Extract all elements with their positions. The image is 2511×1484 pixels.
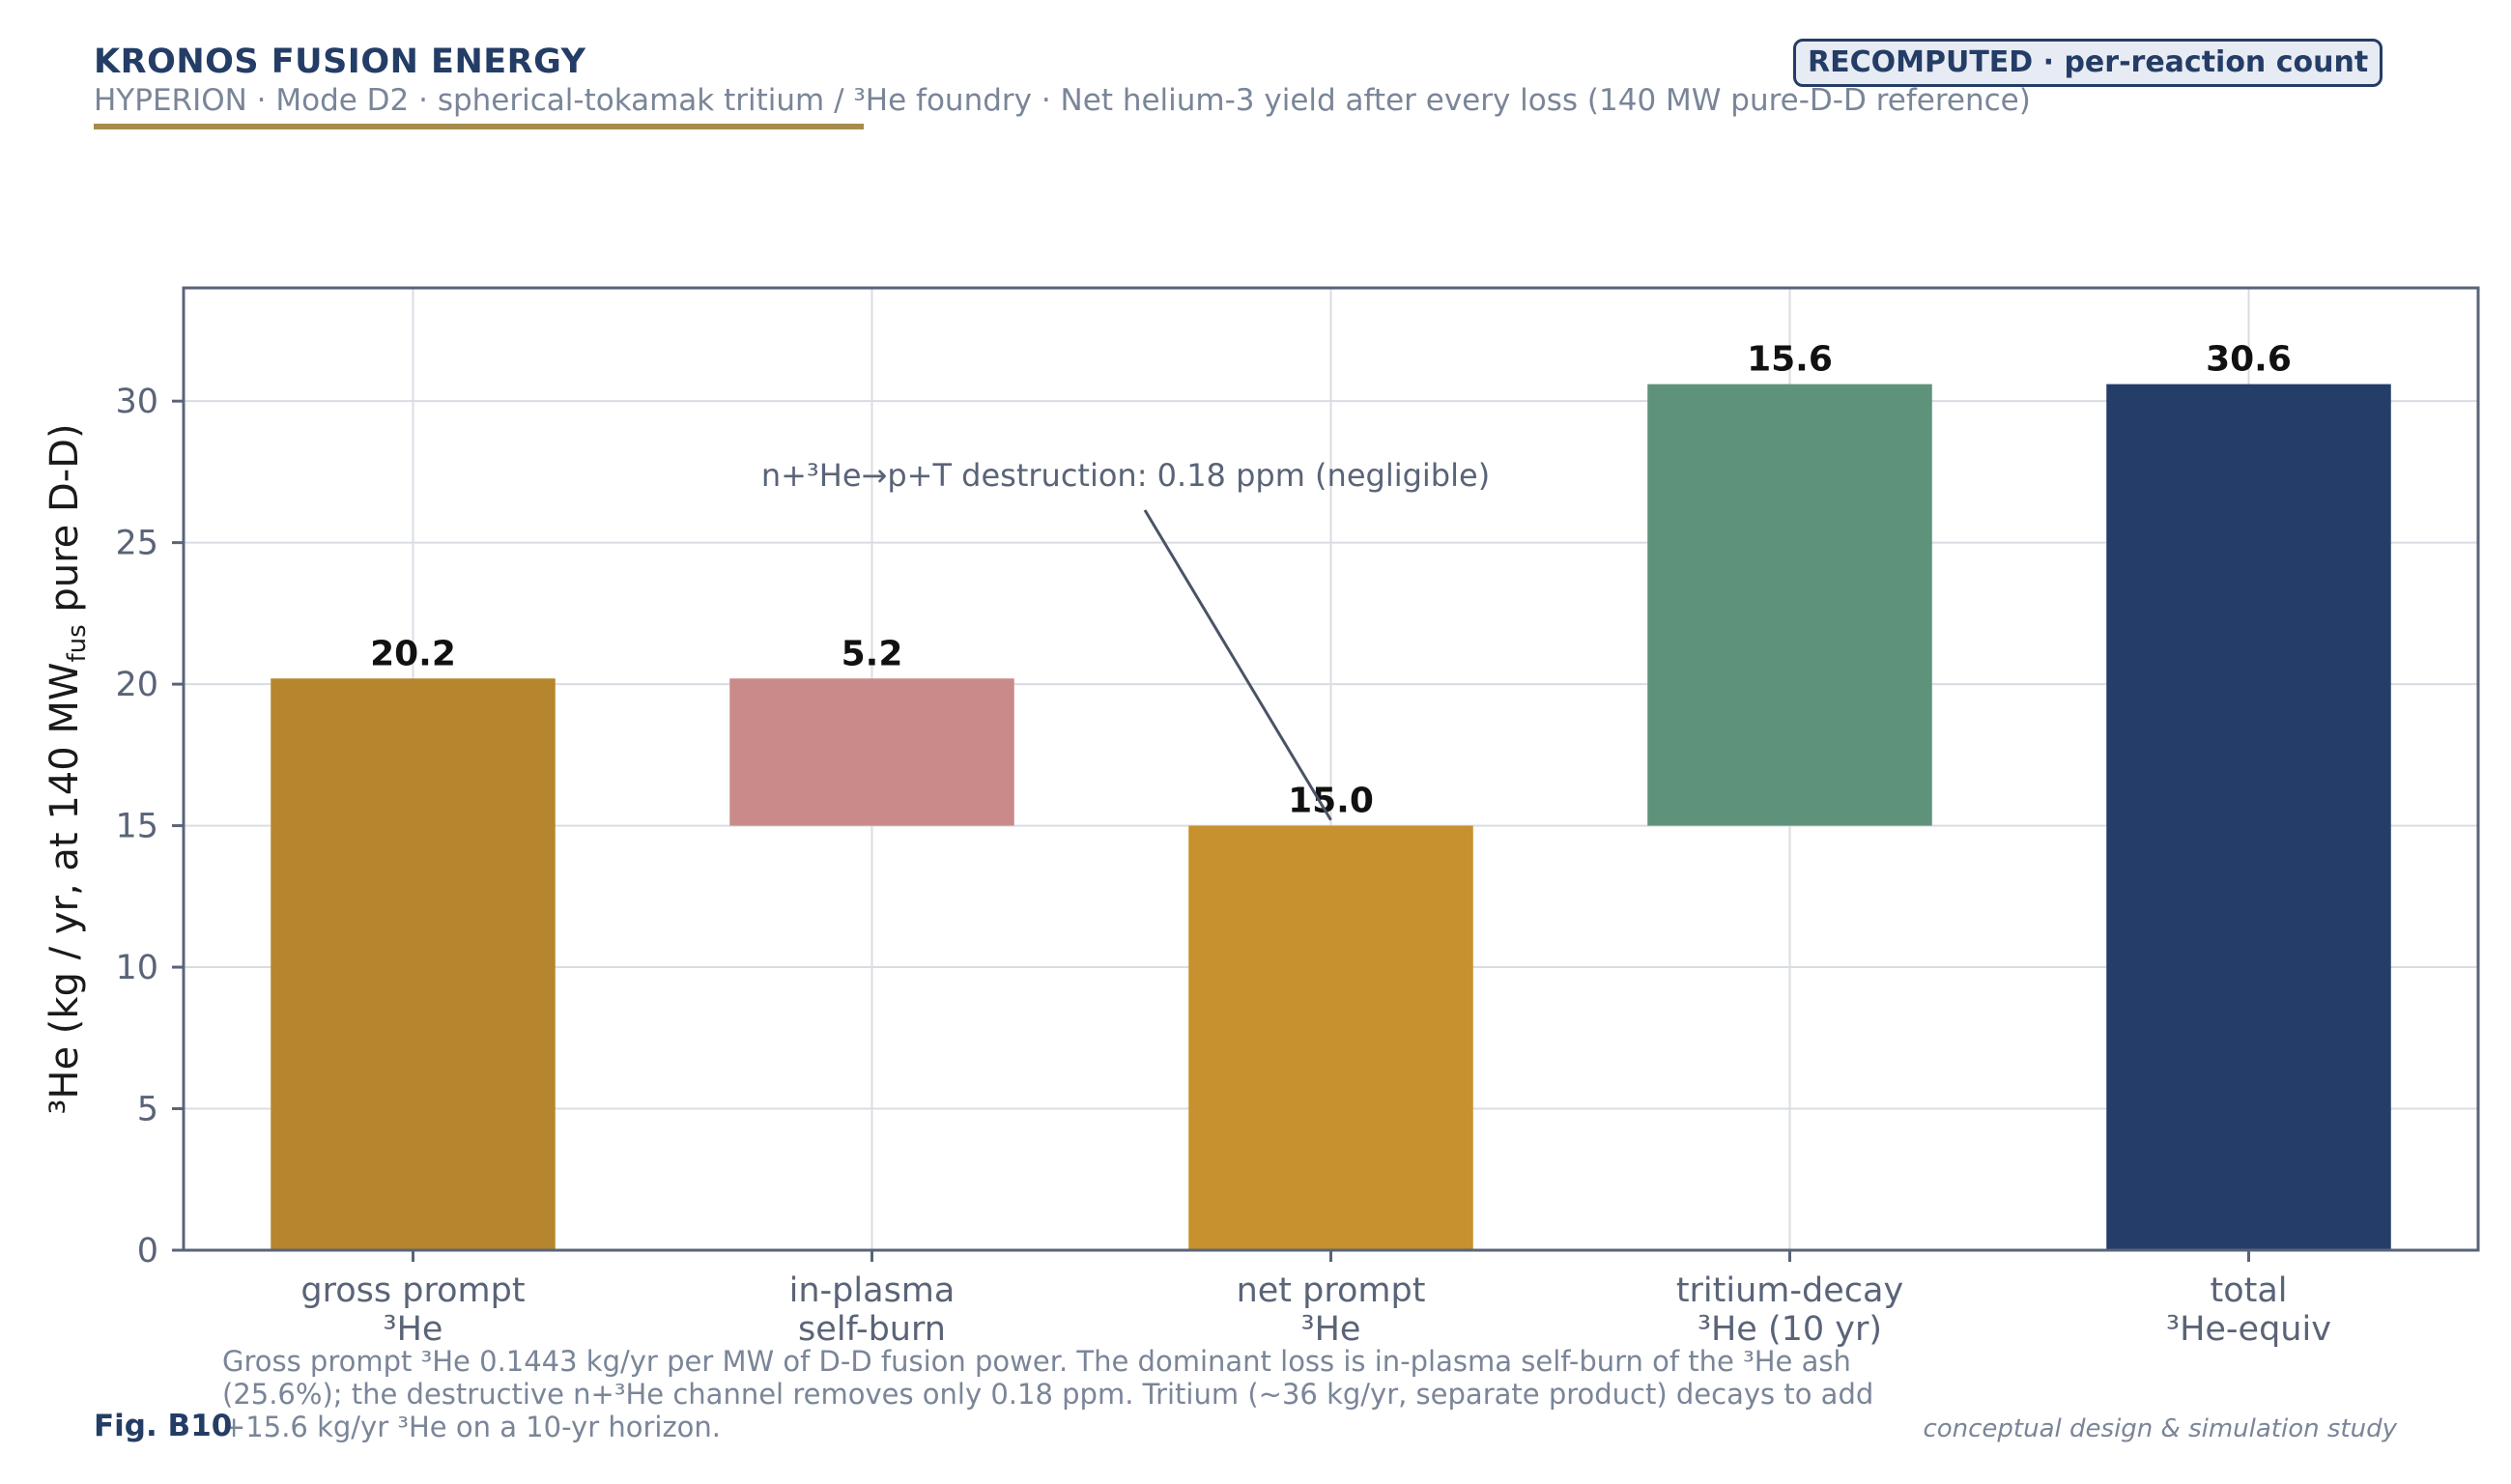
figure-caption: Gross prompt ³He 0.1443 kg/yr per MW of … bbox=[222, 1345, 1874, 1443]
y-tick-label: 25 bbox=[115, 525, 158, 563]
annotation-text: n+³He→p+T destruction: 0.18 ppm (negligi… bbox=[761, 457, 1490, 494]
bar-value-label: 30.6 bbox=[2206, 340, 2292, 380]
x-tick-label: in-plasma bbox=[789, 1271, 956, 1310]
header-rule bbox=[94, 124, 864, 129]
bar-1 bbox=[729, 678, 1014, 826]
x-tick-label: ³He (10 yr) bbox=[1698, 1310, 1882, 1349]
x-tick-label: self-burn bbox=[798, 1310, 946, 1349]
study-note: conceptual design & simulation study bbox=[1923, 1414, 2397, 1443]
y-tick-label: 10 bbox=[115, 949, 158, 987]
x-tick-label: net prompt bbox=[1237, 1271, 1426, 1310]
x-tick-label: tritium-decay bbox=[1676, 1271, 1903, 1310]
bar-value-label: 15.0 bbox=[1288, 782, 1374, 821]
bar-3 bbox=[1647, 384, 1932, 826]
recomputed-badge: RECOMPUTED · per-reaction count bbox=[1793, 39, 2383, 87]
x-tick-label: total bbox=[2210, 1271, 2287, 1310]
x-tick-label: ³He-equiv bbox=[2166, 1310, 2331, 1349]
bar-0 bbox=[271, 678, 556, 1250]
y-tick-label: 30 bbox=[115, 383, 158, 421]
bar-value-label: 20.2 bbox=[370, 634, 456, 673]
annotation-arrow bbox=[1143, 509, 1332, 821]
y-tick-label: 5 bbox=[137, 1091, 158, 1129]
chart-subtitle: HYPERION · Mode D2 · spherical-tokamak t… bbox=[94, 83, 2031, 118]
brand-title: KRONOS FUSION ENERGY bbox=[94, 43, 586, 81]
bar-value-label: 5.2 bbox=[842, 634, 903, 673]
x-tick-label: ³He bbox=[384, 1310, 443, 1349]
bar-4 bbox=[2106, 384, 2391, 1251]
bar-value-label: 15.6 bbox=[1747, 340, 1833, 380]
y-tick-label: 15 bbox=[115, 808, 158, 846]
x-tick-label: ³He bbox=[1301, 1310, 1361, 1349]
y-tick-label: 0 bbox=[137, 1232, 158, 1270]
figure-label: Fig. B10 bbox=[94, 1409, 233, 1443]
bar-2 bbox=[1188, 825, 1473, 1250]
y-tick-label: 20 bbox=[115, 666, 158, 704]
y-axis-label: ³He (kg / yr, at 140 MWfus pure D-D) bbox=[43, 423, 92, 1114]
x-tick-label: gross prompt bbox=[300, 1271, 525, 1310]
